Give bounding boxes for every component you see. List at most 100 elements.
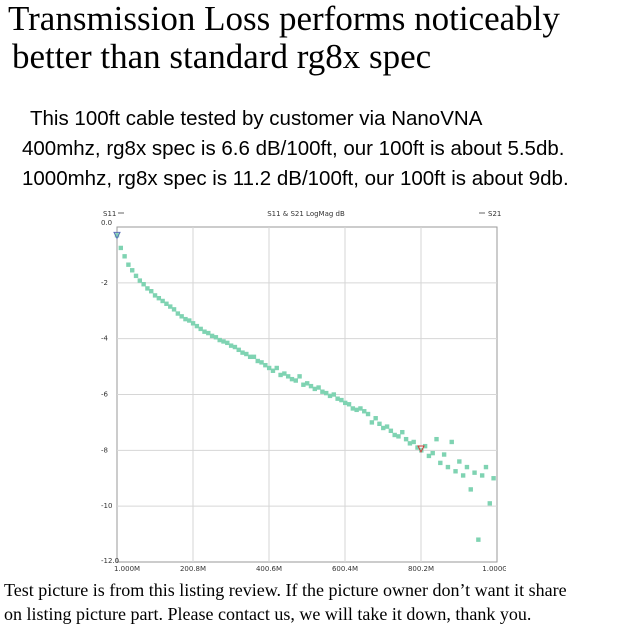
- data-point: [445, 464, 451, 470]
- description-400mhz: 400mhz, rg8x spec is 6.6 dB/100ft, our 1…: [22, 137, 565, 160]
- data-point: [270, 368, 276, 373]
- data-point: [190, 321, 196, 326]
- data-point: [411, 439, 416, 445]
- data-point: [263, 362, 268, 368]
- data-point: [441, 452, 447, 457]
- description: This 100ft cable tested by customer via …: [22, 104, 637, 194]
- x-tick-label: 400.6M: [256, 565, 282, 573]
- x-tick-label: 1.000M: [114, 565, 140, 573]
- y-tick-label: -10: [101, 502, 112, 510]
- data-point: [274, 365, 279, 371]
- data-point: [392, 432, 397, 438]
- data-point: [324, 390, 329, 396]
- data-point: [171, 307, 177, 312]
- data-point: [354, 407, 359, 413]
- data-point: [137, 278, 143, 283]
- data-point: [369, 420, 375, 425]
- data-point: [312, 386, 317, 392]
- disclaimer-line-1: Test picture is from this listing review…: [4, 580, 567, 600]
- legend-s21: S21: [488, 210, 501, 218]
- chart-container: S11 S11 & S21 LogMag dB S21 0.0 -2 -4 -6 -8 -…: [96, 205, 508, 576]
- data-point: [377, 421, 382, 427]
- headline: Transmission Loss performs noticeably be…: [8, 0, 638, 76]
- x-tick-label: 800.2M: [408, 565, 434, 573]
- data-point: [259, 360, 264, 365]
- data-point: [483, 464, 489, 470]
- data-point: [209, 333, 215, 339]
- y-tick-label: 0.0: [101, 219, 112, 227]
- data-point: [430, 450, 435, 456]
- data-point: [339, 397, 344, 403]
- x-tick-label: 200.8M: [180, 565, 206, 573]
- y-tick-label: -6: [101, 391, 109, 399]
- data-point: [403, 436, 409, 442]
- y-tick-label: -2: [101, 279, 108, 287]
- data-point: [118, 245, 124, 251]
- data-point: [293, 378, 298, 383]
- data-point: [365, 411, 371, 417]
- data-point: [400, 429, 405, 435]
- data-point: [240, 350, 245, 355]
- y-tick-label: -8: [101, 446, 108, 454]
- data-point: [179, 314, 184, 319]
- s11-s21-logmag-chart: S11 S11 & S21 LogMag dB S21 0.0 -2 -4 -6 -8 -…: [96, 205, 508, 576]
- data-point: [244, 351, 249, 357]
- data-point: [346, 402, 352, 407]
- data-point: [457, 459, 462, 464]
- data-point: [316, 385, 321, 390]
- description-intro: This 100ft cable tested by customer via …: [30, 107, 483, 130]
- data-point: [373, 416, 378, 421]
- data-point: [331, 392, 337, 397]
- data-point: [384, 424, 390, 429]
- data-point: [232, 344, 238, 350]
- data-point: [476, 537, 481, 542]
- data-point: [343, 400, 348, 406]
- data-point: [168, 304, 173, 309]
- x-tick-labels: 1.000M 200.8M 400.6M 600.4M 800.2M 1.000G: [114, 565, 508, 573]
- marker-2-triangle: [417, 445, 425, 454]
- headline-line-2: better than standard rg8x spec: [12, 37, 432, 76]
- data-point: [156, 295, 162, 301]
- data-point: [396, 434, 401, 439]
- data-point: [114, 233, 120, 238]
- headline-line-1: Transmission Loss performs noticeably: [8, 0, 560, 38]
- data-point: [381, 425, 386, 431]
- data-point: [301, 382, 306, 387]
- data-point: [251, 354, 257, 360]
- chart-background: [96, 205, 506, 576]
- chart-title: S11 & S21 LogMag dB: [267, 210, 345, 218]
- data-point: [247, 354, 253, 360]
- data-point: [464, 464, 470, 470]
- data-point: [468, 487, 473, 492]
- data-point: [255, 358, 260, 364]
- data-point: [221, 339, 226, 344]
- x-tick-label: 1.000G: [482, 565, 506, 573]
- data-point: [187, 318, 192, 323]
- data-point: [438, 460, 443, 466]
- data-point: [122, 254, 127, 259]
- data-point: [479, 473, 485, 478]
- data-point: [149, 289, 154, 294]
- data-point: [350, 406, 356, 411]
- data-point: [449, 439, 454, 445]
- data-point: [206, 330, 211, 336]
- data-point: [327, 393, 333, 399]
- data-point: [164, 301, 169, 306]
- data-point: [422, 443, 428, 449]
- data-point: [194, 323, 200, 329]
- data-point: [278, 372, 283, 378]
- data-point: [358, 406, 363, 411]
- data-point: [217, 337, 222, 343]
- data-point: [289, 376, 295, 382]
- data-point: [141, 282, 146, 287]
- y-tick-labels: 0.0 -2 -4 -6 -8 -10 -12.0: [101, 219, 119, 565]
- disclaimer: Test picture is from this listing review…: [4, 578, 636, 626]
- data-point: [145, 286, 150, 291]
- description-1000mhz: 1000mhz, rg8x spec is 11.2 dB/100ft, our…: [22, 167, 569, 190]
- data-point: [285, 374, 291, 379]
- data-point: [236, 347, 241, 353]
- data-point: [308, 383, 314, 389]
- data-point: [362, 409, 367, 414]
- legend-s11: S11: [103, 210, 116, 218]
- grid-lines: [117, 227, 497, 562]
